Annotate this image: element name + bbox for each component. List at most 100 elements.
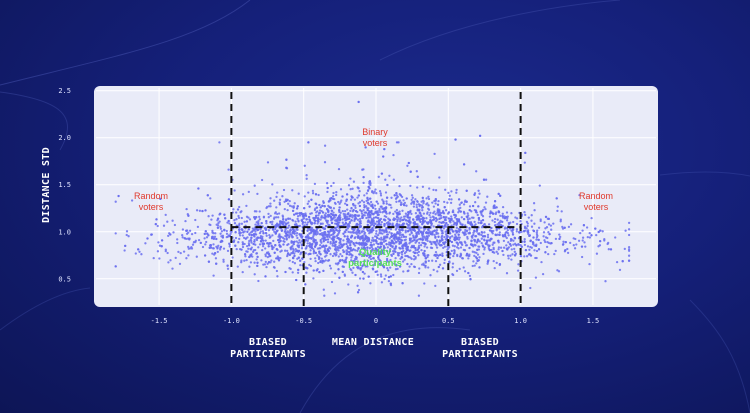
data-point — [422, 200, 425, 203]
data-point — [309, 228, 313, 231]
data-point — [206, 194, 209, 197]
data-point — [497, 239, 500, 243]
data-point — [352, 259, 355, 263]
data-point — [468, 226, 471, 230]
data-point — [309, 257, 312, 261]
data-point — [329, 253, 332, 256]
data-point — [297, 256, 300, 259]
data-point — [359, 251, 362, 254]
data-point — [459, 252, 462, 255]
data-point — [397, 141, 400, 144]
data-point — [459, 206, 462, 210]
data-point — [216, 217, 220, 220]
data-point — [293, 252, 296, 255]
x-tick-label: -1.0 — [223, 317, 240, 325]
data-point — [296, 205, 299, 208]
data-point — [430, 242, 433, 246]
data-point — [371, 206, 375, 209]
data-point — [305, 177, 308, 180]
data-point — [334, 262, 338, 265]
data-point — [293, 223, 297, 226]
data-point — [566, 251, 570, 255]
data-point — [468, 205, 472, 208]
data-point — [358, 190, 361, 193]
data-point — [400, 201, 403, 204]
data-point — [361, 230, 364, 233]
data-point — [473, 220, 476, 224]
data-point — [492, 229, 495, 233]
data-point — [382, 229, 385, 233]
data-point — [288, 230, 292, 234]
data-point — [427, 204, 430, 207]
data-point — [190, 247, 194, 250]
data-point — [347, 230, 350, 234]
data-point — [368, 256, 371, 259]
data-point — [453, 216, 457, 219]
data-point — [367, 216, 370, 219]
data-point — [392, 153, 395, 157]
data-point — [192, 241, 196, 244]
data-point — [412, 245, 415, 249]
data-point — [326, 190, 329, 194]
data-point — [470, 240, 473, 243]
data-point — [291, 189, 294, 192]
data-point — [406, 269, 409, 273]
data-point — [448, 194, 451, 197]
data-point — [511, 229, 514, 232]
data-point — [211, 214, 214, 217]
data-point — [255, 210, 258, 213]
data-point — [356, 291, 360, 294]
data-point — [298, 212, 301, 215]
data-point — [326, 235, 329, 238]
data-point — [295, 234, 298, 237]
data-point — [573, 247, 577, 250]
data-point — [314, 232, 317, 235]
data-point — [264, 275, 267, 278]
data-point — [416, 248, 419, 252]
data-point — [295, 212, 298, 215]
data-point — [301, 221, 305, 224]
data-point — [359, 242, 363, 246]
data-point — [233, 222, 237, 225]
data-point — [473, 254, 476, 258]
data-point — [483, 235, 487, 238]
data-point — [348, 214, 351, 218]
data-point — [285, 237, 288, 240]
data-point — [282, 239, 285, 243]
data-point — [209, 197, 212, 200]
data-point — [401, 247, 405, 250]
data-point — [398, 199, 402, 202]
data-point — [400, 256, 403, 259]
data-point — [327, 249, 330, 253]
data-point — [455, 237, 458, 240]
data-point — [501, 205, 505, 209]
data-point — [429, 216, 432, 219]
data-point — [339, 246, 342, 250]
data-point — [418, 241, 421, 245]
data-point — [450, 249, 453, 253]
data-point — [477, 216, 481, 220]
data-point — [209, 246, 213, 249]
data-point — [322, 244, 325, 248]
data-point — [410, 194, 414, 197]
data-point — [433, 210, 436, 213]
data-point — [457, 233, 460, 236]
data-point — [319, 244, 322, 247]
data-point — [506, 229, 509, 232]
data-point — [413, 251, 417, 255]
data-point — [541, 272, 545, 276]
data-point — [221, 236, 225, 239]
x-axis-title: MEAN DISTANCE — [332, 337, 414, 348]
data-point — [427, 195, 430, 198]
data-point — [171, 267, 174, 270]
data-point — [213, 235, 217, 238]
data-point — [408, 265, 411, 268]
data-point — [376, 202, 380, 205]
data-point — [386, 183, 389, 187]
data-point — [480, 213, 483, 217]
data-point — [432, 218, 436, 221]
data-point — [271, 223, 274, 226]
data-point — [389, 247, 392, 251]
data-point — [404, 242, 407, 245]
data-point — [455, 223, 458, 227]
